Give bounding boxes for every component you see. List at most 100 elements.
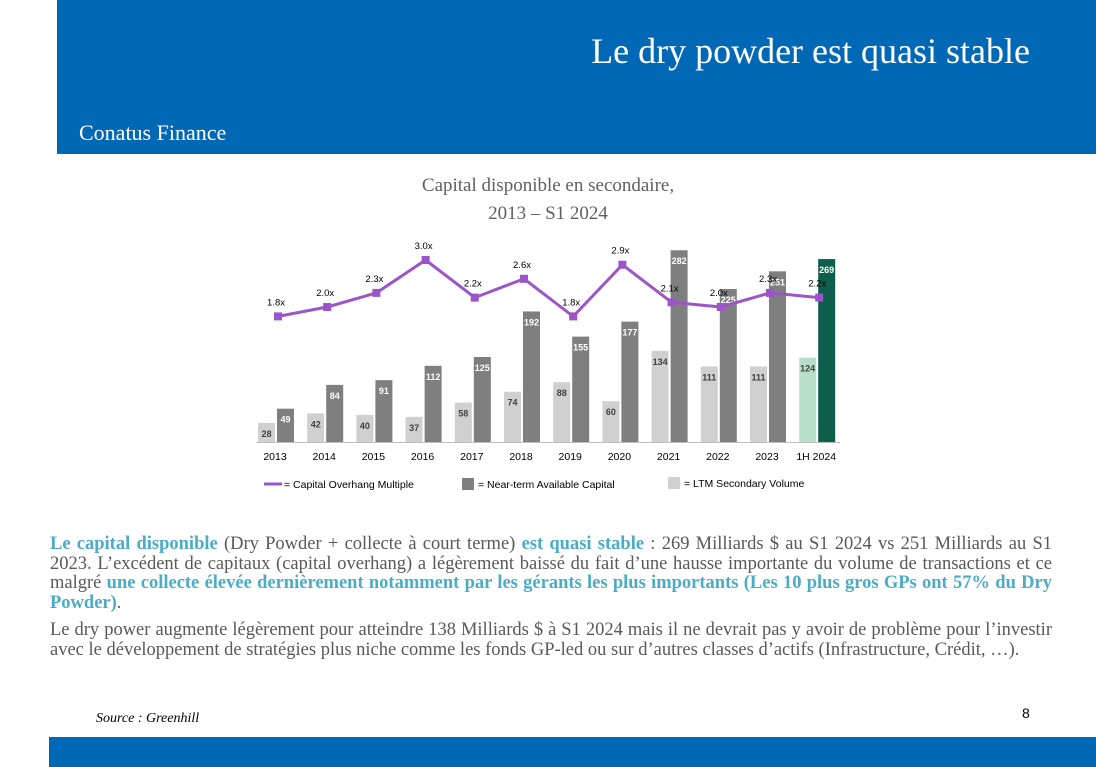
overhang-label-5: 2.6x	[513, 260, 531, 271]
overhang-point-9	[716, 303, 725, 311]
page-number: 8	[1022, 705, 1030, 721]
bar-ltm-volume-1	[307, 413, 325, 442]
label-ltm-volume-10: 111	[751, 373, 765, 383]
label-ltm-volume-9: 111	[702, 373, 716, 383]
bar-ltm-volume-9	[700, 366, 718, 442]
overhang-label-11: 2.2x	[808, 279, 826, 290]
highlight-collecte: une collecte élevée dernièrement notamme…	[50, 573, 1052, 613]
overhang-point-10	[766, 288, 774, 297]
overhang-label-1: 2.0x	[316, 288, 334, 299]
label-ltm-volume-1: 42	[311, 419, 321, 429]
bar-ltm-volume-8	[651, 350, 669, 442]
x-tick-label-7: 2020	[608, 451, 632, 463]
company-name: Conatus Finance	[79, 120, 227, 145]
bar-near-term-capital-6	[572, 336, 590, 442]
x-tick-label-9: 2022	[706, 451, 730, 463]
overhang-point-6	[569, 312, 578, 321]
label-near-term-capital-5: 192	[524, 317, 539, 327]
x-tick-label-10: 2023	[755, 451, 779, 463]
overhang-label-4: 2.2x	[464, 279, 482, 290]
bar-ltm-volume-5	[504, 391, 521, 442]
label-near-term-capital-8: 282	[672, 256, 687, 266]
bar-near-term-capital-0	[277, 408, 294, 442]
x-tick-label-8: 2021	[657, 451, 681, 463]
overhang-label-3: 3.0x	[415, 241, 433, 252]
highlight-capital-disponible: Le capital disponible	[50, 534, 218, 554]
overhang-point-1	[323, 303, 332, 311]
x-tick-label-11: 1H 2024	[796, 451, 836, 463]
legend-label-ltm-volume: = LTM Secondary Volume	[684, 478, 804, 490]
x-tick-label-3: 2016	[411, 451, 435, 463]
x-tick-label-6: 2019	[559, 451, 583, 463]
paragraph-2: Le dry power augmente légèrement pour at…	[50, 620, 1052, 660]
capital-chart: 28 49 2013 42 84 2014 40 91 2015 37 112 2016 58 125 20…	[256, 241, 840, 491]
x-tick-label-1: 2014	[313, 451, 337, 463]
legend-label-overhang: = Capital Overhang Multiple	[284, 479, 414, 491]
x-tick-label-0: 2013	[263, 451, 287, 463]
label-ltm-volume-7: 60	[606, 407, 616, 417]
bar-ltm-volume-3	[405, 416, 423, 442]
chart-title-line-2: 2013 – S1 2024	[488, 203, 608, 224]
overhang-point-0	[274, 312, 282, 321]
label-ltm-volume-11: 124	[800, 364, 815, 374]
bar-near-term-capital-3	[424, 365, 442, 442]
label-near-term-capital-11: 269	[819, 265, 834, 275]
label-ltm-volume-5: 74	[507, 398, 517, 408]
overhang-label-9: 2.0x	[710, 288, 728, 299]
x-tick-label-5: 2018	[509, 451, 533, 463]
label-near-term-capital-6: 155	[573, 343, 588, 353]
label-near-term-capital-4: 125	[475, 363, 490, 373]
legend-swatch-near-term-capital	[462, 478, 474, 490]
label-near-term-capital-10: 251	[770, 277, 785, 287]
bar-ltm-volume-10	[750, 366, 767, 442]
overhang-point-4	[470, 293, 479, 302]
bar-ltm-volume-6	[553, 382, 571, 442]
legend-label-near-term-capital: = Near-term Available Capital	[478, 479, 615, 491]
overhang-point-7	[618, 260, 627, 269]
overhang-point-2	[372, 288, 381, 297]
bar-near-term-capital-5	[523, 311, 540, 442]
bar-ltm-volume-4	[454, 402, 472, 442]
bar-near-term-capital-4	[473, 357, 491, 442]
bar-near-term-capital-2	[375, 380, 393, 442]
bar-near-term-capital-11	[818, 259, 836, 442]
label-ltm-volume-3: 37	[409, 423, 419, 433]
source-note: Source : Greenhill	[96, 711, 200, 726]
x-tick-label-4: 2017	[460, 451, 484, 463]
label-ltm-volume-6: 88	[557, 388, 567, 398]
legend-swatch-ltm-volume	[668, 477, 680, 489]
header-band: Le dry powder est quasi stable Conatus F…	[57, 0, 1096, 154]
label-ltm-volume-8: 134	[653, 357, 668, 367]
footer-band	[49, 737, 1096, 767]
bar-near-term-capital-1	[326, 384, 344, 442]
label-near-term-capital-7: 177	[622, 328, 637, 338]
overhang-label-8: 2.1x	[661, 283, 679, 294]
overhang-multiple-line	[277, 258, 820, 319]
chart-title: Capital disponible en secondaire, 2013 –…	[348, 172, 748, 228]
overhang-point-3	[421, 256, 430, 264]
bar-ltm-volume-2	[356, 414, 374, 442]
bar-near-term-capital-8	[670, 250, 688, 442]
p1-text-b: : 269 Milliards $ au S1 2024 vs 251 Mill…	[50, 534, 1052, 593]
label-near-term-capital-0: 49	[280, 415, 290, 425]
chart-title-line-1: Capital disponible en secondaire,	[421, 175, 675, 196]
label-ltm-volume-4: 58	[458, 409, 468, 419]
bar-near-term-capital-7	[621, 321, 639, 442]
overhang-label-2: 2.3x	[365, 274, 383, 285]
bar-ltm-volume-7	[602, 401, 620, 442]
body-text: Le capital disponible (Dry Powder + coll…	[50, 534, 1052, 668]
overhang-point-11	[815, 293, 824, 302]
label-near-term-capital-1: 84	[330, 391, 340, 401]
overhang-point-5	[520, 274, 528, 283]
overhang-label-6: 1.8x	[562, 297, 580, 308]
highlight-quasi-stable: est quasi stable	[521, 534, 645, 554]
paragraph-1: Le capital disponible (Dry Powder + coll…	[50, 534, 1052, 613]
overhang-point-8	[667, 298, 676, 307]
bar-ltm-volume-0	[258, 422, 275, 442]
overhang-label-0: 1.8x	[267, 297, 285, 308]
label-near-term-capital-9: 225	[721, 295, 736, 305]
bar-near-term-capital-9	[719, 289, 737, 442]
slide-title: Le dry powder est quasi stable	[591, 31, 1030, 71]
label-near-term-capital-2: 91	[379, 386, 389, 396]
label-ltm-volume-0: 28	[261, 429, 271, 439]
